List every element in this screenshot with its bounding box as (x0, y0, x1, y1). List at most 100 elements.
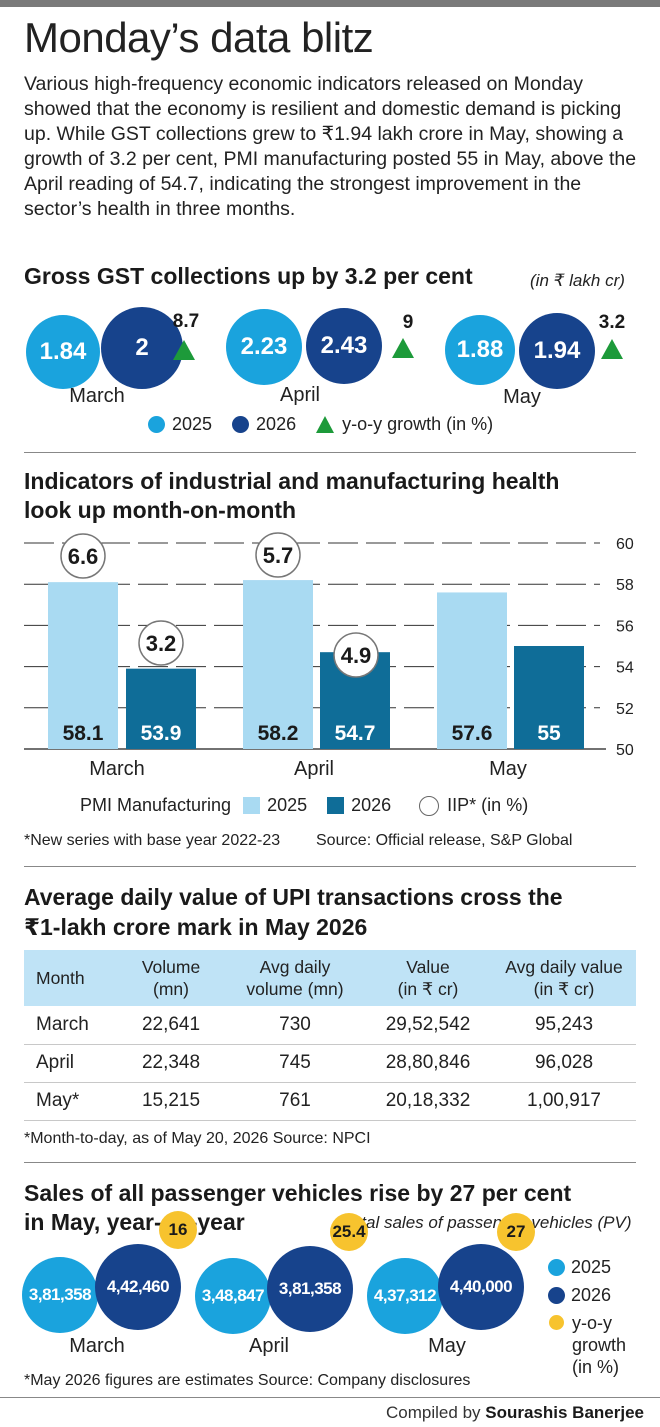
pv-growth-bubble: 27 (497, 1213, 535, 1251)
table-cell: 95,243 (492, 1006, 636, 1045)
pv-note: *May 2026 figures are estimates Source: … (24, 1372, 471, 1389)
legend-dot-2026 (232, 416, 250, 433)
gst-growth-value: 9 (402, 312, 414, 333)
table-cell: 28,80,846 (364, 1044, 492, 1083)
iip-value-label: 6.6 (68, 544, 99, 569)
legend-iip: IIP* (in %) (447, 795, 529, 815)
month-label: May (503, 386, 541, 408)
divider (24, 1162, 636, 1163)
gst-2025-bubble: 2.23 (226, 309, 302, 385)
pv-title-line2: in May, year-on-year (24, 1209, 245, 1235)
legend-pmi-label: PMI Manufacturing (80, 795, 232, 815)
pv-title-line1: Sales of all passenger vehicles rise by … (24, 1180, 572, 1206)
pmi-source: Source: Official release, S&P Global (316, 832, 573, 849)
month-label: May (428, 1335, 466, 1357)
pv-legend-growth-2: growth (572, 1335, 627, 1355)
pmi-2025-value-label: 57.6 (452, 722, 493, 745)
legend-dot-2025 (548, 1258, 565, 1276)
divider (24, 452, 636, 453)
pv-growth-bubble: 25.4 (330, 1213, 368, 1251)
pmi-2026-bar (514, 646, 584, 749)
pv-growth-bubble: 16 (159, 1211, 197, 1249)
iip-circle (333, 632, 379, 678)
x-tick-label: March (89, 758, 145, 780)
table-cell: 730 (226, 1006, 364, 1045)
gst-2026-bubble: 2 (101, 307, 183, 389)
gst-2025-bubble: 1.84 (26, 315, 100, 389)
table-row: April 22,348 745 28,80,846 96,028 (24, 1044, 636, 1083)
table-cell: April (24, 1044, 116, 1083)
table-cell: 1,00,917 (492, 1082, 636, 1121)
col-header-volume: Volume (mn) (116, 950, 226, 1006)
gst-growth-value: 8.7 (172, 311, 200, 332)
upi-table: Month Volume (mn) Avg daily volume (mn) Va… (24, 950, 636, 1121)
table-cell: 22,641 (116, 1006, 226, 1045)
gst-2026-bubble: 2.43 (306, 308, 382, 384)
pv-2025-bubble: 3,48,847 (195, 1258, 271, 1334)
col-header-avg-value: Avg daily value (in ₹ cr) (492, 950, 636, 1006)
month-label: April (279, 384, 320, 406)
growth-triangle-icon (173, 340, 195, 360)
pv-2026-bubble: 4,40,000 (438, 1244, 524, 1330)
pv-subtitle: Total sales of passenger vehicles (PV) (343, 1213, 632, 1232)
iip-circle (255, 532, 301, 578)
legend-dot-growth (549, 1315, 564, 1330)
gst-title: Gross GST collections up by 3.2 per cent (24, 263, 473, 289)
month-label: April (248, 1335, 289, 1357)
pmi-2025-value-label: 58.2 (258, 722, 299, 745)
legend-pmi-2025: 2025 (267, 795, 308, 815)
legend-growth: y-o-y growth (in %) (342, 414, 494, 434)
pv-2026-bubble: 4,42,460 (95, 1244, 181, 1330)
page-title: Monday’s data blitz (24, 14, 374, 61)
pv-legend-2026: 2026 (548, 1284, 626, 1306)
month-label: March (69, 1335, 125, 1357)
pmi-2025-bar (437, 592, 507, 749)
y-tick-label: 54 (616, 660, 634, 677)
legend-pmi-2026: 2026 (351, 795, 392, 815)
upi-title-line1: Average daily value of UPI transactions … (24, 884, 563, 910)
pmi-2026-value-label: 53.9 (141, 722, 182, 745)
iip-circle (138, 620, 184, 666)
pmi-2026-value-label: 54.7 (335, 722, 376, 745)
legend-swatch-2026 (327, 797, 345, 814)
col-header-avg-volume: Avg daily volume (mn) (226, 950, 364, 1006)
gst-growth-value: 3.2 (598, 312, 626, 333)
table-cell: 20,18,332 (364, 1082, 492, 1121)
pmi-2026-value-label: 55 (537, 722, 561, 745)
x-tick-label: April (294, 758, 334, 780)
bottom-rule (0, 1397, 660, 1398)
table-cell: 29,52,542 (364, 1006, 492, 1045)
x-tick-label: May (489, 758, 527, 780)
pv-legend-2025: 2025 (548, 1256, 626, 1278)
table-row: May* 15,215 761 20,18,332 1,00,917 (24, 1082, 636, 1121)
y-tick-label: 58 (616, 577, 634, 594)
iip-value-label: 4.9 (341, 643, 372, 668)
legend-iip-circle-icon (419, 795, 440, 816)
table-cell: May* (24, 1082, 116, 1121)
legend-swatch-2025 (243, 797, 261, 814)
legend-dot-2025 (148, 416, 165, 433)
legend-dot-2026 (548, 1286, 565, 1304)
pmi-2025-value-label: 58.1 (63, 722, 104, 745)
y-tick-label: 52 (616, 701, 634, 718)
pv-2025-bubble: 4,37,312 (367, 1258, 443, 1334)
table-cell: March (24, 1006, 116, 1045)
iip-circle (60, 533, 106, 579)
gst-2026-bubble: 1.94 (519, 313, 595, 389)
table-cell: 96,028 (492, 1044, 636, 1083)
y-tick-label: 50 (616, 742, 634, 759)
iip-value-label: 5.7 (263, 543, 294, 568)
table-cell: 745 (226, 1044, 364, 1083)
y-tick-label: 56 (616, 618, 634, 635)
divider (24, 866, 636, 867)
pmi-2025-bar (243, 580, 313, 749)
growth-triangle-icon (601, 339, 623, 359)
growth-triangle-icon (392, 338, 414, 358)
pmi-legend: PMI Manufacturing 2025 2026 IIP* (in %) (80, 795, 528, 816)
gst-2025-bubble: 1.88 (445, 315, 515, 385)
table-row: March 22,641 730 29,52,542 95,243 (24, 1006, 636, 1045)
col-header-value: Value (in ₹ cr) (364, 950, 492, 1006)
table-cell: 22,348 (116, 1044, 226, 1083)
pv-legend-growth-3: (in %) (572, 1357, 620, 1377)
